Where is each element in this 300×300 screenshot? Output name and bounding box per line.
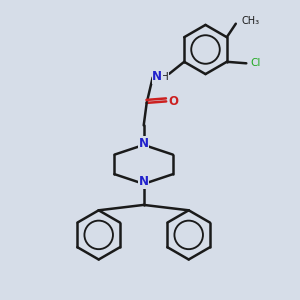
Text: CH₃: CH₃ <box>241 16 259 26</box>
Text: N: N <box>139 175 149 188</box>
Text: Cl: Cl <box>251 58 261 68</box>
Text: O: O <box>169 95 179 108</box>
Text: N: N <box>139 137 149 150</box>
Text: H: H <box>161 72 169 82</box>
Text: N: N <box>152 70 162 83</box>
